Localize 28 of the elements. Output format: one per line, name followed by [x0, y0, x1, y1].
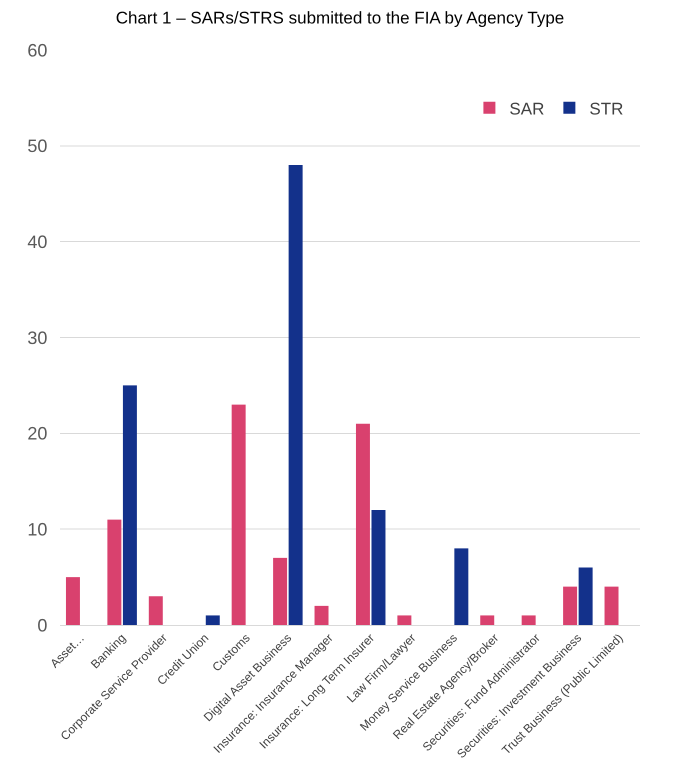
bar: [148, 596, 163, 625]
bar: [604, 586, 619, 625]
y-tick-label: 30: [27, 328, 48, 348]
bar: [522, 615, 536, 625]
bar: [66, 577, 80, 625]
bar: [232, 404, 246, 625]
bar: [371, 510, 386, 625]
bar: [397, 615, 412, 625]
legend-label: SAR: [509, 99, 544, 118]
bar: [480, 615, 494, 625]
y-tick-label: 0: [37, 615, 48, 636]
bar: [563, 586, 578, 625]
y-tick-label: 10: [27, 519, 48, 540]
bar: [122, 385, 137, 625]
bar: [288, 165, 303, 625]
bar: [356, 424, 370, 625]
y-tick-label: 50: [27, 136, 48, 156]
legend-label: STR: [589, 99, 624, 118]
bar: [578, 568, 593, 625]
bar: [273, 558, 288, 625]
bar: [314, 606, 329, 625]
chart-title: Chart 1 – SARs/STRS submitted to the FIA by Agency Type: [116, 8, 564, 28]
bar: [454, 548, 468, 625]
y-tick-label: 20: [27, 424, 48, 444]
bar: [206, 615, 220, 625]
y-tick-label: 40: [27, 232, 48, 252]
bar: [107, 520, 122, 625]
y-tick-label: 60: [27, 40, 48, 60]
